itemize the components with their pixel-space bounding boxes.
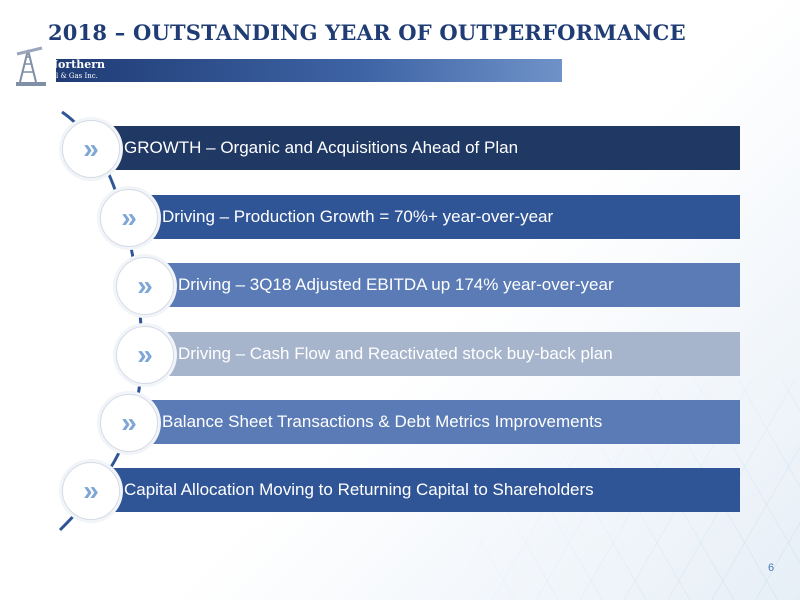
chevron-right-double-icon: » bbox=[62, 462, 120, 520]
title-underline-bar bbox=[56, 59, 562, 82]
oil-derrick-icon bbox=[16, 46, 46, 86]
list-item-label: Driving – Cash Flow and Reactivated stoc… bbox=[178, 344, 613, 363]
list-item-growth: GROWTH – Organic and Acquisitions Ahead … bbox=[100, 126, 740, 170]
list-item-label: GROWTH – Organic and Acquisitions Ahead … bbox=[124, 138, 519, 157]
chevron-right-double-icon: » bbox=[100, 189, 158, 247]
logo-subname: Oil & Gas Inc. bbox=[48, 72, 98, 80]
list-item-label: Driving – Production Growth = 70%+ year-… bbox=[162, 207, 554, 226]
list-item-ebitda: Driving – 3Q18 Adjusted EBITDA up 174% y… bbox=[154, 263, 740, 307]
list-item-label: Driving – 3Q18 Adjusted EBITDA up 174% y… bbox=[178, 275, 614, 294]
company-logo: Northern Oil & Gas Inc. bbox=[14, 44, 106, 88]
page-number: 6 bbox=[767, 562, 775, 574]
chevron-right-double-icon: » bbox=[62, 120, 120, 178]
list-item-capital-allocation: Capital Allocation Moving to Returning C… bbox=[100, 468, 740, 512]
list-item-cash-flow: Driving – Cash Flow and Reactivated stoc… bbox=[154, 332, 740, 376]
slide-title: 2018 – OUTSTANDING YEAR OF OUTPERFORMANC… bbox=[48, 20, 686, 45]
logo-name: Northern bbox=[48, 58, 106, 71]
list-item-label: Balance Sheet Transactions & Debt Metric… bbox=[162, 412, 603, 431]
chevron-right-double-icon: » bbox=[100, 394, 158, 452]
list-item-production: Driving – Production Growth = 70%+ year-… bbox=[138, 195, 740, 239]
list-item-label: Capital Allocation Moving to Returning C… bbox=[124, 480, 594, 499]
list-item-balance-sheet: Balance Sheet Transactions & Debt Metric… bbox=[138, 400, 740, 444]
chevron-right-double-icon: » bbox=[116, 326, 174, 384]
chevron-right-double-icon: » bbox=[116, 257, 174, 315]
